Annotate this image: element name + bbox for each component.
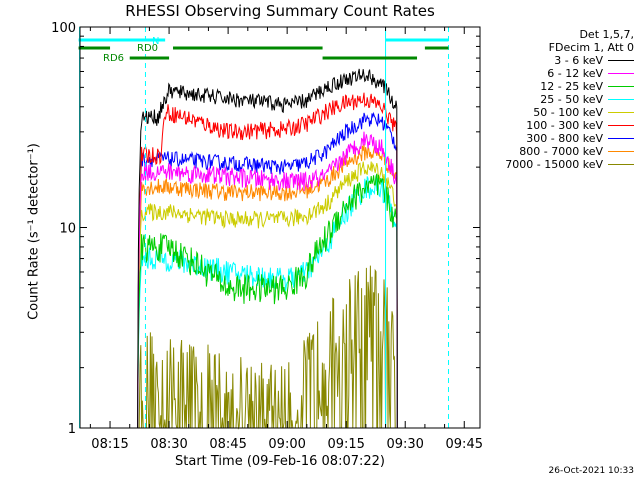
legend-entry-label: 25 - 50 keV xyxy=(540,93,603,106)
legend-entry-label: 100 - 300 keV xyxy=(526,119,603,132)
chart-title: RHESSI Observing Summary Count Rates xyxy=(125,2,435,20)
x-tick-label-0930: 09:30 xyxy=(386,437,423,452)
flag-label-n: N xyxy=(152,36,159,47)
legend-entry-label: 50 - 100 keV xyxy=(533,106,603,119)
legend-swatch xyxy=(608,125,634,126)
legend-entry-1: 3 - 6 keV xyxy=(505,54,634,67)
legend-entry-5: 50 - 100 keV xyxy=(505,106,634,119)
legend-swatch xyxy=(608,73,634,74)
series-line-2 xyxy=(137,131,398,429)
flag-label-rd0: RD0 xyxy=(137,43,158,54)
legend-entry-label: 7000 - 15000 keV xyxy=(505,158,603,171)
y-tick-label-100: 100 xyxy=(51,21,76,36)
legend-attenuator: FDecim 1, Att 0 xyxy=(548,41,634,54)
series-line-7 xyxy=(137,111,398,429)
x-tick-label-0900: 09:00 xyxy=(268,437,305,452)
legend-swatch xyxy=(608,164,634,165)
legend-entry-8: 800 - 7000 keV xyxy=(505,145,634,158)
legend-entry-label: 3 - 6 keV xyxy=(554,54,603,67)
x-tick-label-0945: 09:45 xyxy=(446,437,483,452)
series-line-1 xyxy=(137,68,398,429)
legend: Det 1,5,7, FDecim 1, Att 0 3 - 6 keV 6 - … xyxy=(505,28,634,171)
legend-entry-9: 7000 - 15000 keV xyxy=(505,158,634,171)
generated-timestamp: 26-Oct-2021 10:33 xyxy=(548,466,634,476)
y-tick-label-1: 1 xyxy=(68,422,76,437)
y-axis-label: Count Rate (s⁻¹ detector⁻¹) xyxy=(26,143,42,320)
series-line-8 xyxy=(137,144,398,429)
series-line-3 xyxy=(137,173,398,429)
x-tick-label-0915: 09:15 xyxy=(327,437,364,452)
legend-entry-7: 300 - 800 keV xyxy=(505,132,634,145)
legend-entry-label: 12 - 25 keV xyxy=(540,80,603,93)
legend-entry-3: 12 - 25 keV xyxy=(505,80,634,93)
legend-swatch xyxy=(608,60,634,61)
legend-entry-6: 100 - 300 keV xyxy=(505,119,634,132)
legend-swatch xyxy=(608,112,634,113)
legend-entry-2: 6 - 12 keV xyxy=(505,67,634,80)
x-tick-label-0845: 08:45 xyxy=(209,437,246,452)
legend-swatch xyxy=(608,151,634,152)
legend-entry-label: 6 - 12 keV xyxy=(547,67,603,80)
legend-entry-label: 300 - 800 keV xyxy=(526,132,603,145)
series-line-9 xyxy=(137,265,398,430)
x-tick-label-0815: 08:15 xyxy=(91,437,128,452)
y-tick-label-10: 10 xyxy=(59,222,76,237)
legend-swatch xyxy=(608,138,634,139)
legend-detectors: Det 1,5,7, xyxy=(579,28,634,41)
legend-swatch xyxy=(608,86,634,87)
flag-label-rd6: RD6 xyxy=(103,53,124,64)
series-line-6 xyxy=(137,92,398,429)
legend-entry-label: 800 - 7000 keV xyxy=(519,145,603,158)
legend-swatch xyxy=(608,99,634,100)
legend-entry-4: 25 - 50 keV xyxy=(505,93,634,106)
x-tick-label-0830: 08:30 xyxy=(150,437,187,452)
x-axis-label: Start Time (09-Feb-16 08:07:22) xyxy=(175,454,385,469)
series-line-5 xyxy=(137,161,398,429)
